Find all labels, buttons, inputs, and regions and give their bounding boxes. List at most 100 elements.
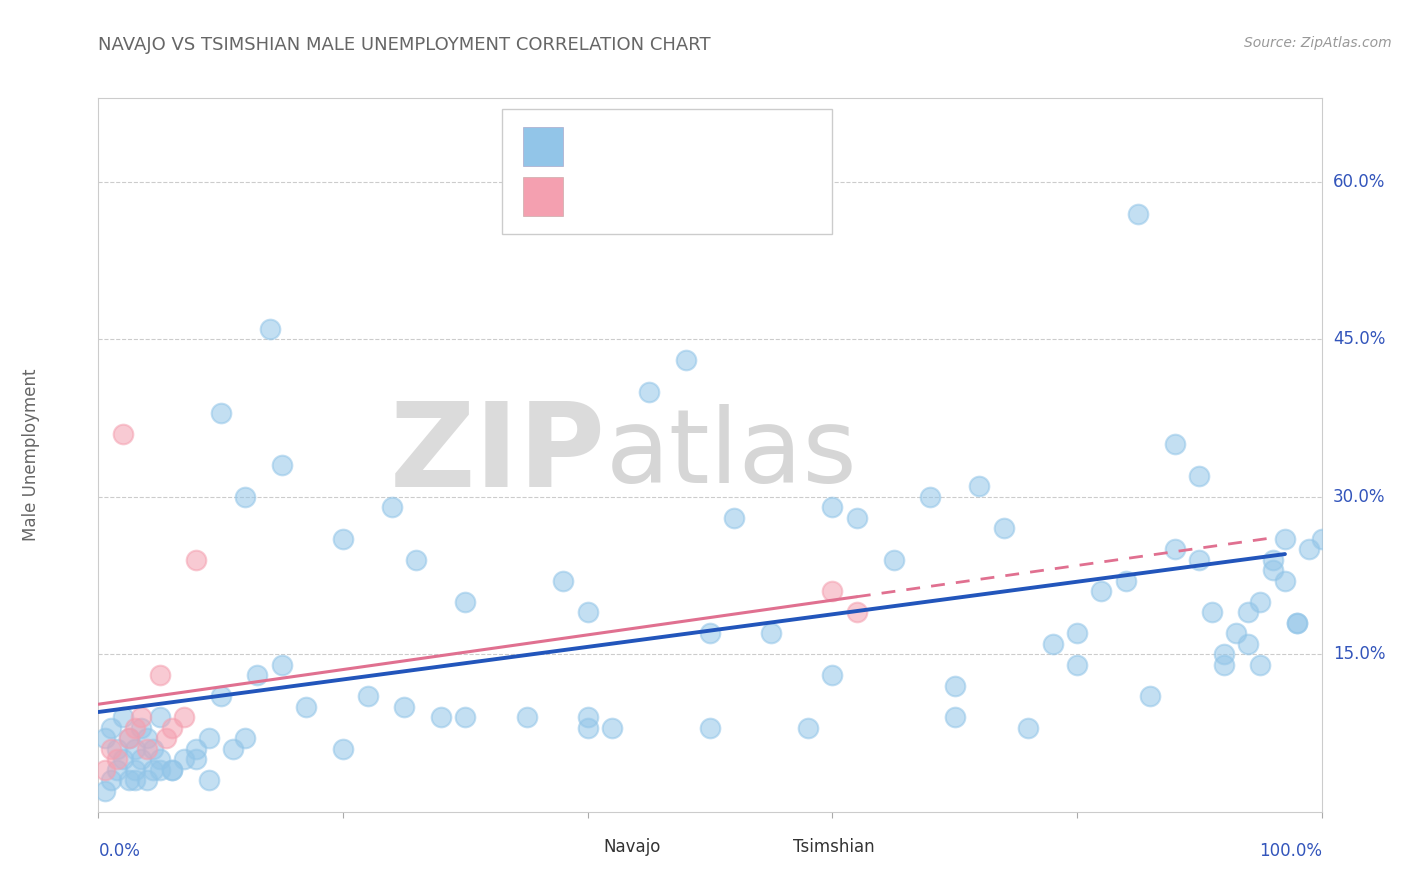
Point	[576, 721, 599, 735]
Point	[270, 458, 294, 473]
Text: 45.0%: 45.0%	[1333, 330, 1385, 349]
Point	[111, 426, 134, 441]
Point	[967, 479, 990, 493]
Text: 15.0%: 15.0%	[1333, 645, 1385, 664]
Point	[405, 553, 427, 567]
Point	[124, 763, 146, 777]
Point	[883, 553, 905, 567]
Text: Source: ZipAtlas.com: Source: ZipAtlas.com	[1244, 36, 1392, 50]
Point	[993, 521, 1015, 535]
Point	[1139, 690, 1161, 704]
Point	[186, 553, 208, 567]
Point	[821, 500, 844, 515]
Point	[1212, 657, 1234, 672]
Text: ZIP: ZIP	[389, 398, 606, 512]
FancyBboxPatch shape	[752, 835, 783, 858]
Point	[142, 763, 165, 777]
Point	[93, 731, 115, 746]
FancyBboxPatch shape	[523, 127, 564, 166]
Point	[1128, 206, 1150, 220]
Point	[1237, 637, 1260, 651]
Point	[93, 783, 115, 797]
Point	[233, 731, 256, 746]
Text: 100.0%: 100.0%	[1258, 842, 1322, 860]
Point	[723, 511, 745, 525]
Text: 0.0%: 0.0%	[98, 842, 141, 860]
Point	[920, 490, 942, 504]
Point	[454, 595, 477, 609]
Point	[173, 710, 195, 724]
Point	[1042, 637, 1064, 651]
Point	[1188, 553, 1211, 567]
Point	[129, 752, 152, 766]
Point	[136, 731, 159, 746]
Point	[100, 721, 122, 735]
Point	[943, 710, 966, 724]
Point	[1298, 542, 1320, 557]
Point	[142, 741, 165, 756]
Point	[160, 763, 183, 777]
Point	[1212, 648, 1234, 662]
Point	[233, 490, 256, 504]
Point	[821, 584, 844, 599]
Text: atlas: atlas	[606, 404, 858, 506]
Point	[1066, 657, 1088, 672]
Point	[1237, 605, 1260, 619]
Point	[155, 731, 177, 746]
Point	[1164, 542, 1187, 557]
Point	[111, 710, 134, 724]
Point	[1066, 626, 1088, 640]
Point	[270, 657, 294, 672]
Point	[699, 626, 721, 640]
Point	[637, 384, 661, 399]
Point	[1261, 563, 1284, 577]
Point	[356, 690, 378, 704]
Point	[1201, 605, 1223, 619]
Point	[797, 721, 820, 735]
Point	[1188, 469, 1211, 483]
Point	[637, 196, 661, 211]
Point	[332, 532, 354, 546]
Point	[1274, 532, 1296, 546]
Text: R = 0.246   N = 15: R = 0.246 N = 15	[583, 186, 755, 203]
Point	[761, 626, 783, 640]
Point	[1249, 595, 1271, 609]
Point	[1017, 721, 1039, 735]
Point	[1090, 584, 1112, 599]
Point	[845, 511, 868, 525]
Point	[576, 710, 599, 724]
Point	[186, 741, 208, 756]
Point	[576, 605, 599, 619]
Text: Male Unemployment: Male Unemployment	[22, 368, 41, 541]
Point	[149, 752, 172, 766]
Point	[105, 763, 128, 777]
Point	[129, 721, 152, 735]
Point	[430, 710, 453, 724]
Point	[454, 710, 477, 724]
Point	[392, 699, 416, 714]
Point	[111, 752, 134, 766]
Point	[1286, 615, 1309, 630]
Point	[553, 574, 575, 588]
Point	[332, 741, 354, 756]
Point	[259, 322, 281, 336]
Point	[943, 679, 966, 693]
Point	[515, 710, 537, 724]
Point	[100, 773, 122, 788]
Point	[845, 605, 868, 619]
Point	[1274, 574, 1296, 588]
Point	[1310, 532, 1333, 546]
Point	[129, 710, 152, 724]
Point	[699, 721, 721, 735]
Point	[118, 731, 141, 746]
Point	[1286, 615, 1309, 630]
Point	[149, 668, 172, 682]
Text: Tsimshian: Tsimshian	[793, 838, 875, 855]
Point	[197, 773, 219, 788]
Text: Navajo: Navajo	[603, 838, 661, 855]
Point	[1225, 626, 1247, 640]
Point	[118, 773, 141, 788]
Text: NAVAJO VS TSIMSHIAN MALE UNEMPLOYMENT CORRELATION CHART: NAVAJO VS TSIMSHIAN MALE UNEMPLOYMENT CO…	[98, 36, 711, 54]
Point	[209, 690, 232, 704]
Point	[93, 763, 115, 777]
